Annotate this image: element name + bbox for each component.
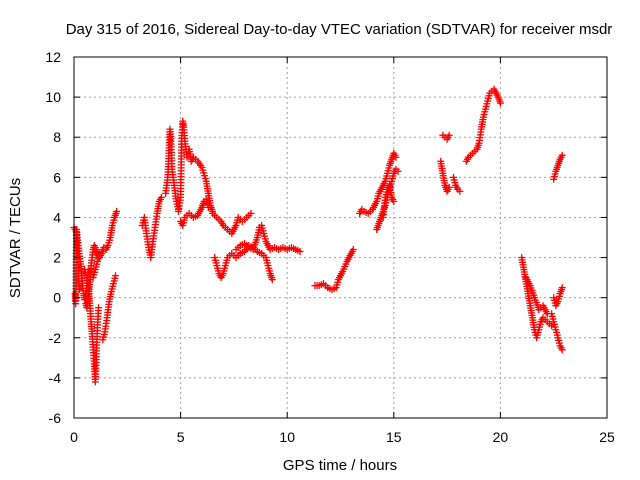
- data-point: [558, 346, 566, 354]
- data-point: [268, 276, 276, 284]
- x-tick-label: 20: [493, 429, 509, 445]
- x-tick-label: 5: [177, 429, 185, 445]
- y-tick-label: 2: [53, 250, 61, 266]
- data-point: [390, 197, 398, 205]
- ticks: [73, 56, 608, 419]
- y-tick-label: 8: [53, 129, 61, 145]
- tick-labels: 0 5 10 15 20 25 -6 -4 -2 0 2 4 6 8 10 12: [45, 49, 615, 445]
- data-point: [392, 153, 400, 161]
- x-tick-label: 0: [70, 429, 78, 445]
- data-points: [70, 85, 566, 386]
- data-point: [96, 250, 104, 258]
- x-tick-label: 25: [599, 429, 615, 445]
- chart-title: Day 315 of 2016, Sidereal Day-to-day VTE…: [66, 21, 613, 38]
- data-point: [456, 187, 464, 195]
- data-point: [445, 183, 453, 191]
- data-point: [75, 286, 83, 294]
- data-point: [496, 99, 504, 107]
- data-point: [95, 304, 103, 312]
- y-tick-label: -2: [49, 330, 62, 346]
- y-tick-label: 4: [53, 209, 61, 225]
- plot-frame: [73, 56, 608, 419]
- data-point: [204, 203, 212, 211]
- y-tick-label: 6: [53, 169, 61, 185]
- y-tick-label: -4: [49, 370, 62, 386]
- y-axis-title: SDTVAR / TECUs: [7, 178, 24, 298]
- x-axis-title: GPS time / hours: [283, 457, 397, 474]
- data-point: [558, 284, 566, 292]
- data-point: [112, 272, 120, 280]
- data-point: [296, 248, 304, 256]
- y-tick-label: -6: [49, 410, 62, 426]
- x-tick-label: 15: [386, 429, 402, 445]
- grid: [74, 57, 607, 418]
- y-tick-label: 10: [45, 89, 61, 105]
- data-point: [349, 246, 357, 254]
- y-tick-label: 12: [45, 49, 61, 65]
- data-point: [247, 209, 255, 217]
- x-tick-label: 10: [279, 429, 295, 445]
- data-point: [445, 131, 453, 139]
- data-point: [113, 207, 121, 215]
- data-point: [558, 151, 566, 159]
- data-point: [157, 193, 165, 201]
- y-tick-label: 0: [53, 290, 61, 306]
- data-point: [394, 167, 402, 175]
